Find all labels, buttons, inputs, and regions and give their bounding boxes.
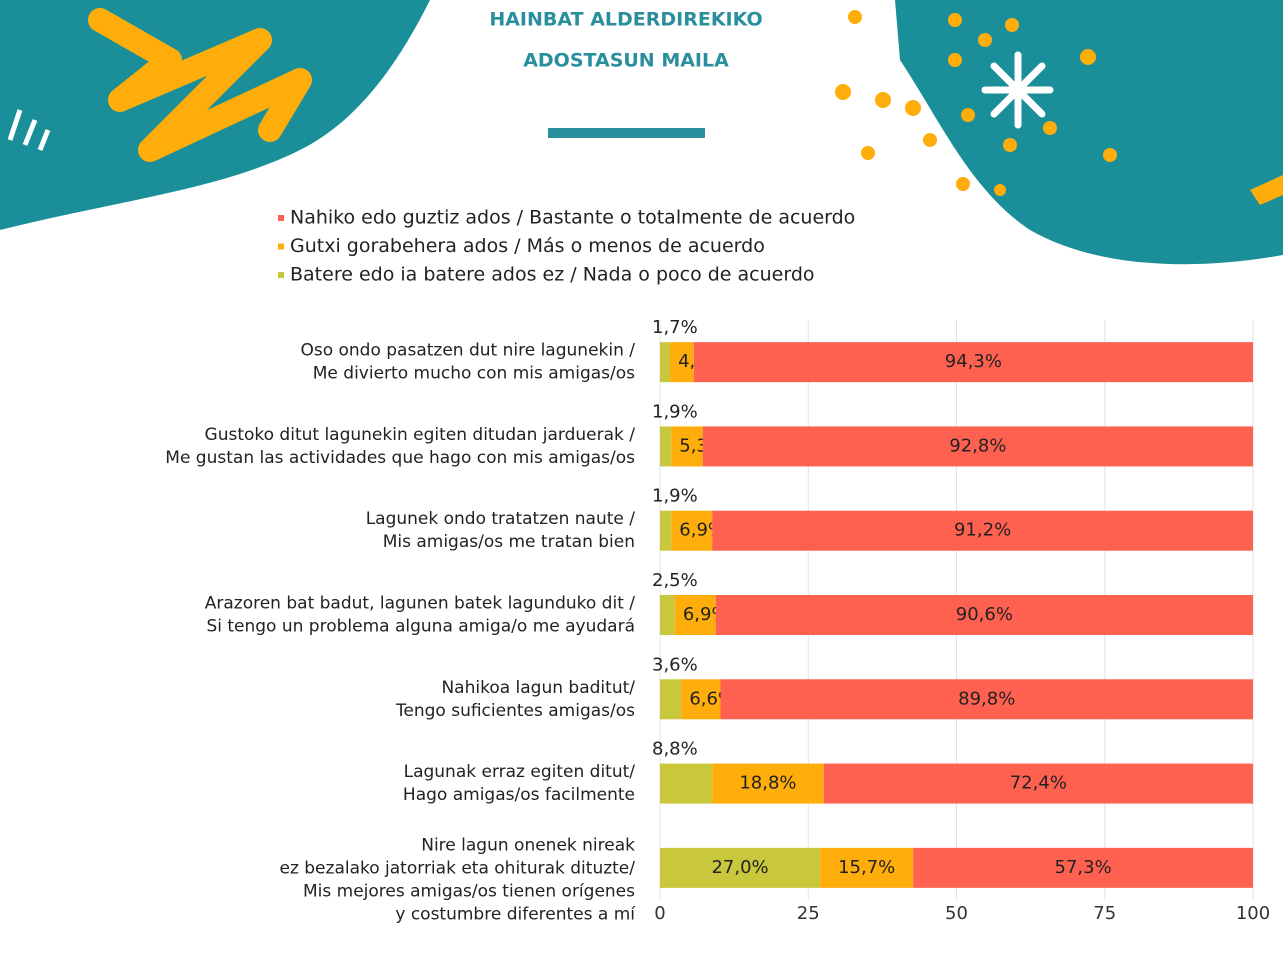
bar-segment <box>660 679 681 719</box>
value-label: 1,9% <box>652 486 698 507</box>
legend-label: Gutxi gorabehera ados / Más o menos de a… <box>290 235 765 257</box>
chart: HAINBAT ALDERDIREKIKO ADOSTASUN MAILA Na… <box>0 0 1283 967</box>
value-label: 90,6% <box>956 604 1013 625</box>
value-label: 18,8% <box>739 773 796 794</box>
category-label: Lagunek ondo tratatzen naute / <box>366 509 636 529</box>
x-tick-label: 25 <box>797 903 820 924</box>
legend-swatch <box>278 215 284 221</box>
x-tick-label: 100 <box>1236 903 1270 924</box>
x-tick-label: 0 <box>654 903 665 924</box>
legend-swatch <box>278 272 284 278</box>
category-label: ez bezalako jatorriak eta ohiturak dituz… <box>279 858 635 878</box>
value-label: 27,0% <box>711 857 768 878</box>
x-tick-label: 50 <box>945 903 968 924</box>
value-label: 92,8% <box>949 435 1006 456</box>
category-label: Tengo suficientes amigas/os <box>395 701 635 721</box>
value-label: 15,7% <box>838 857 895 878</box>
bar-segment <box>660 595 675 635</box>
value-label: 3,6% <box>652 654 698 675</box>
legend-swatch <box>278 244 284 250</box>
value-label: 89,8% <box>958 688 1015 709</box>
bar-segment <box>660 342 670 382</box>
category-label: Arazoren bat badut, lagunen batek lagund… <box>205 594 636 614</box>
chart-title: ADOSTASUN MAILA <box>523 50 729 72</box>
category-label: Mis mejores amigas/os tienen orígenes <box>303 881 635 901</box>
bar-segment <box>660 511 671 551</box>
value-label: 1,7% <box>652 317 698 338</box>
x-tick-label: 75 <box>1093 903 1116 924</box>
value-label: 91,2% <box>954 520 1011 541</box>
value-label: 72,4% <box>1010 773 1067 794</box>
category-label: Si tengo un problema alguna amiga/o me a… <box>206 617 635 637</box>
category-label: y costumbre diferentes a mí <box>395 904 636 924</box>
category-label: Lagunak erraz egiten ditut/ <box>404 762 636 782</box>
category-label: Me divierto mucho con mis amigas/os <box>313 364 635 384</box>
value-label: 2,5% <box>652 570 698 591</box>
category-label: Hago amigas/os facilmente <box>403 785 635 805</box>
legend-label: Nahiko edo guztiz ados / Bastante o tota… <box>290 207 855 229</box>
category-label: Oso ondo pasatzen dut nire lagunekin / <box>300 341 635 361</box>
legend-label: Batere edo ia batere ados ez / Nada o po… <box>290 264 815 286</box>
category-label: Gustoko ditut lagunekin egiten ditudan j… <box>205 425 636 445</box>
value-label: 57,3% <box>1055 857 1112 878</box>
value-label: 1,9% <box>652 401 698 422</box>
bar-segment <box>660 426 671 466</box>
value-label: 8,8% <box>652 739 698 760</box>
chart-title: HAINBAT ALDERDIREKIKO <box>489 9 762 31</box>
value-label: 94,3% <box>945 351 1002 372</box>
category-label: Nire lagun onenek nireak <box>421 835 635 855</box>
category-label: Me gustan las actividades que hago con m… <box>165 448 635 468</box>
bar-segment <box>660 764 712 804</box>
category-label: Nahikoa lagun baditut/ <box>441 678 635 698</box>
category-label: Mis amigas/os me tratan bien <box>383 532 635 552</box>
